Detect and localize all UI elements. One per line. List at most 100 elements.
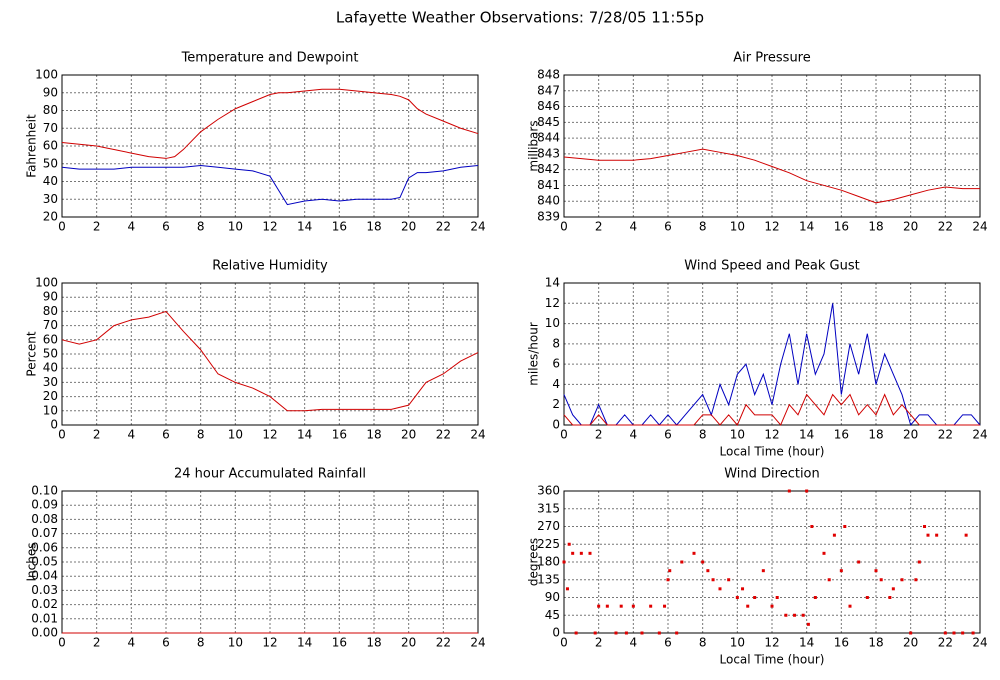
x-tick-label: 12 [764,428,779,442]
x-tick-label: 10 [228,428,243,442]
x-tick-label: 16 [834,428,849,442]
y-tick-label: 842 [537,162,560,176]
data-point [943,631,947,635]
y-tick-label: 847 [537,83,560,97]
y-tick-label: 50 [43,347,58,361]
y-tick-label: 90 [43,290,58,304]
x-tick-label: 24 [972,428,987,442]
x-tick-label: 12 [262,428,277,442]
y-tick-label: 70 [43,121,58,135]
x-tick-label: 4 [128,636,136,650]
x-tick-label: 22 [938,220,953,234]
y-tick-label: 0.05 [31,555,58,569]
x-tick-label: 2 [595,220,603,234]
x-tick-label: 0 [560,428,568,442]
data-point [711,578,715,582]
y-tick-label: 844 [537,131,560,145]
page-title: Lafayette Weather Observations: 7/28/05 … [336,9,704,27]
x-tick-label: 20 [903,636,918,650]
x-tick-label: 8 [197,428,205,442]
data-point [827,578,831,582]
y-tick-label: 0.10 [31,484,58,498]
data-point [614,631,618,635]
x-tick-label: 16 [332,636,347,650]
y-tick-label: 100 [35,68,58,82]
data-point [735,596,739,599]
data-point [571,551,575,555]
data-point [848,604,852,608]
data-point [843,525,847,528]
panel-title: Relative Humidity [212,259,328,274]
data-point [914,578,918,582]
x-tick-label: 18 [366,428,381,442]
data-point [663,604,667,608]
x-tick-label: 0 [560,636,568,650]
y-tick-label: 0.00 [31,626,58,640]
y-tick-label: 40 [43,174,58,188]
y-tick-label: 8 [552,336,560,350]
y-tick-label: 180 [537,555,560,569]
panel-title: 24 hour Accumulated Rainfall [174,467,366,482]
data-point [805,489,809,493]
y-tick-label: 839 [537,210,560,224]
y-tick-label: 60 [43,332,58,346]
data-point [619,604,623,608]
x-tick-label: 12 [764,636,779,650]
data-line [563,148,980,204]
data-point [971,631,975,635]
data-point [813,596,817,599]
data-line [61,88,479,159]
x-tick-label: 22 [436,220,451,234]
data-point [675,631,679,635]
x-tick-label: 22 [436,636,451,650]
y-tick-label: 45 [545,608,560,622]
plot-frame [563,74,981,218]
y-tick-label: 100 [35,276,58,290]
data-point [746,604,750,608]
x-tick-label: 24 [470,220,485,234]
y-axis-label: Fahrenheit [25,114,39,178]
x-tick-label: 16 [332,428,347,442]
data-line [563,393,980,426]
data-point [926,533,930,537]
x-tick-label: 0 [58,636,66,650]
x-tick-label: 22 [938,428,953,442]
x-tick-label: 10 [730,220,745,234]
x-tick-label: 4 [128,428,136,442]
data-point [640,631,644,635]
x-tick-label: 0 [58,220,66,234]
y-tick-label: 2 [552,397,560,411]
y-tick-label: 0.07 [31,526,58,540]
y-axis-label: Inches [25,543,39,582]
y-tick-label: 841 [537,178,560,192]
y-tick-label: 840 [537,194,560,208]
plot-area [564,75,980,217]
x-tick-label: 18 [366,636,381,650]
data-point [770,604,774,608]
x-tick-label: 20 [903,220,918,234]
x-tick-label: 8 [699,220,707,234]
y-tick-label: 135 [537,572,560,586]
data-point [964,533,968,537]
y-tick-label: 0.03 [31,583,58,597]
x-tick-label: 10 [730,428,745,442]
y-tick-label: 0.06 [31,540,58,554]
y-axis-label: millibars [527,120,541,171]
x-tick-label: 6 [162,220,170,234]
x-tick-label: 20 [903,428,918,442]
data-point [701,560,705,564]
data-point [917,560,921,564]
x-tick-label: 20 [401,428,416,442]
data-point [597,604,601,608]
x-tick-label: 18 [868,636,883,650]
y-tick-label: 0 [50,418,58,432]
x-tick-label: 20 [401,220,416,234]
data-point [727,578,731,582]
x-tick-label: 6 [162,636,170,650]
panel-title: Wind Direction [724,467,820,482]
x-tick-label: 10 [228,220,243,234]
x-tick-label: 22 [436,428,451,442]
data-point [900,578,904,582]
data-point [775,596,779,599]
data-line [61,165,479,206]
